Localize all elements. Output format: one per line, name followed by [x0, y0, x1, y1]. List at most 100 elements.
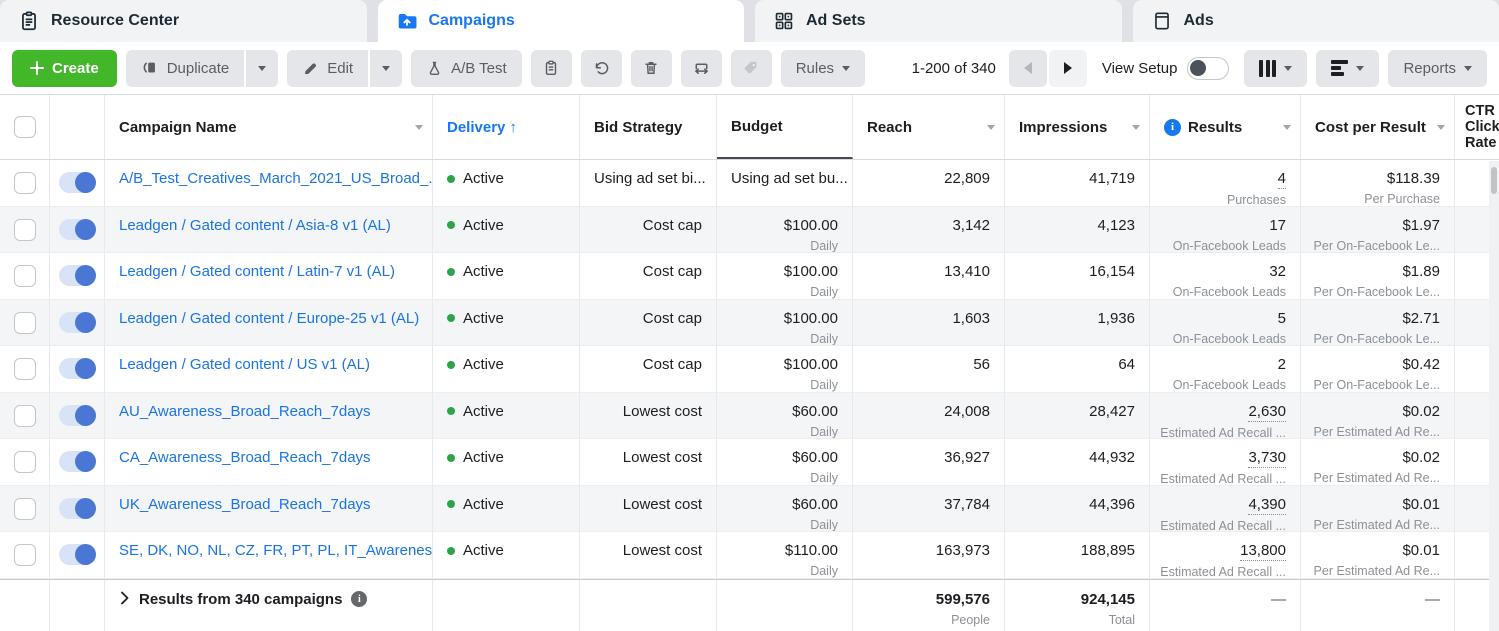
columns-icon — [1259, 59, 1277, 77]
campaign-active-toggle[interactable] — [58, 311, 96, 333]
chevron-down-icon — [1464, 65, 1472, 71]
header-ctr[interactable]: CTR Click Rate — [1465, 103, 1499, 151]
export-button[interactable] — [680, 49, 722, 87]
row-checkbox[interactable] — [13, 544, 36, 566]
toggle-knob — [1190, 59, 1207, 76]
row-checkbox[interactable] — [13, 172, 36, 194]
row-select-cell — [0, 485, 50, 531]
chevron-right-icon[interactable] — [119, 591, 130, 605]
row-checkbox[interactable] — [13, 497, 36, 520]
row-checkbox[interactable] — [13, 218, 36, 241]
row-select-cell — [0, 160, 50, 206]
budget-cell: $100.00 Daily — [717, 299, 853, 345]
header-bid-strategy[interactable]: Bid Strategy — [580, 95, 717, 159]
delete-button[interactable] — [630, 49, 672, 87]
campaign-name-link[interactable]: Leadgen / Gated content / Europe-25 v1 (… — [119, 309, 420, 327]
bid-strategy-cell: Lowest cost — [580, 392, 717, 438]
edit-button[interactable]: Edit — [287, 49, 369, 87]
info-icon[interactable]: i — [351, 591, 368, 607]
edit-dropdown-button[interactable] — [370, 49, 403, 87]
tab-ads[interactable]: Ads — [1132, 0, 1499, 42]
header-cost-per-result[interactable]: Cost per Result — [1301, 95, 1455, 159]
campaign-active-toggle[interactable] — [58, 497, 96, 519]
campaign-active-toggle[interactable] — [58, 172, 96, 193]
reports-button[interactable]: Reports — [1388, 49, 1487, 87]
rules-button[interactable]: Rules — [780, 49, 866, 87]
paste-icon — [542, 59, 560, 77]
campaign-active-toggle[interactable] — [58, 544, 96, 565]
ab-test-button[interactable]: A/B Test — [411, 49, 522, 87]
duplicate-dropdown-button[interactable] — [246, 49, 279, 87]
header-budget[interactable]: Budget — [717, 95, 853, 159]
results-value: 4 — [1277, 170, 1286, 189]
impressions-cell: 4,123 — [1005, 206, 1150, 252]
actions-toolbar: Create Duplicate Edit — [0, 42, 1499, 95]
bid-strategy-value: Cost cap — [642, 263, 702, 280]
header-reach[interactable]: Reach — [853, 95, 1005, 159]
reach-cell: 13,410 — [853, 253, 1005, 299]
budget-cell: $100.00 Daily — [717, 206, 853, 252]
breakdown-button[interactable] — [1316, 49, 1380, 87]
select-all-checkbox[interactable] — [13, 116, 36, 138]
campaign-name-link[interactable]: Leadgen / Gated content / US v1 (AL) — [119, 356, 370, 373]
scrollbar-thumb[interactable] — [1491, 167, 1497, 194]
header-delivery[interactable]: Delivery ↑ — [433, 95, 580, 159]
next-page-button[interactable] — [1048, 49, 1087, 87]
campaign-active-toggle[interactable] — [58, 451, 96, 472]
header-campaign-name[interactable]: Campaign Name — [105, 95, 433, 159]
delivery-status: Active — [463, 309, 504, 327]
row-checkbox[interactable] — [13, 358, 36, 380]
paste-button[interactable] — [530, 49, 572, 87]
previous-page-button[interactable] — [1008, 49, 1047, 87]
results-type: Estimated Ad Recall ... — [1160, 425, 1286, 439]
bid-strategy-cell: Lowest cost — [580, 532, 717, 578]
tab-campaigns[interactable]: Campaigns — [377, 0, 744, 42]
header-impressions[interactable]: Impressions — [1005, 95, 1150, 159]
info-icon[interactable]: i — [1164, 118, 1181, 136]
bid-strategy-value: Lowest cost — [622, 402, 702, 420]
delivery-status: Active — [463, 170, 504, 187]
tab-resource-center[interactable]: Resource Center — [0, 0, 367, 42]
campaign-active-toggle[interactable] — [58, 404, 96, 426]
campaign-name-link[interactable]: Leadgen / Gated content / Asia-8 v1 (AL) — [119, 216, 391, 234]
results-type: Estimated Ad Recall ... — [1160, 565, 1286, 578]
impressions-cell: 28,427 — [1005, 392, 1150, 438]
campaign-active-toggle[interactable] — [58, 358, 96, 379]
delivery-cell: Active — [433, 299, 580, 345]
campaign-name-link[interactable]: CA_Awareness_Broad_Reach_7days — [119, 449, 371, 466]
cost-value: $1.97 — [1402, 216, 1440, 234]
row-checkbox[interactable] — [13, 311, 36, 334]
campaign-name-link[interactable]: A/B_Test_Creatives_March_2021_US_Broad_.… — [119, 170, 433, 187]
campaign-active-toggle[interactable] — [58, 265, 96, 286]
cost-value: $0.01 — [1402, 542, 1440, 559]
undo-button[interactable] — [580, 49, 622, 87]
campaign-name-link[interactable]: AU_Awareness_Broad_Reach_7days — [119, 402, 371, 420]
footer-bid-cell — [580, 579, 717, 631]
duplicate-button[interactable]: Duplicate — [125, 49, 245, 87]
tag-button[interactable] — [730, 49, 772, 87]
cost-per-result-cell: $118.39 Per Purchase — [1301, 160, 1455, 206]
delivery-cell: Active — [433, 485, 580, 531]
campaign-name-link[interactable]: SE, DK, NO, NL, CZ, FR, PT, PL, IT_Aware… — [119, 542, 433, 559]
campaign-name-link[interactable]: Leadgen / Gated content / Latin-7 v1 (AL… — [119, 263, 396, 280]
row-checkbox[interactable] — [13, 404, 36, 427]
footer-budget-cell — [717, 579, 853, 631]
campaign-active-toggle[interactable] — [58, 218, 96, 240]
chevron-down-icon — [1283, 125, 1291, 130]
campaign-name-cell: AU_Awareness_Broad_Reach_7days — [105, 392, 433, 438]
campaign-name-link[interactable]: UK_Awareness_Broad_Reach_7days — [119, 495, 371, 513]
create-button[interactable]: Create — [12, 49, 117, 87]
reach-cell: 36,927 — [853, 439, 1005, 485]
results-cell: 2 On-Facebook Leads — [1150, 346, 1301, 392]
columns-button[interactable] — [1244, 49, 1308, 87]
delivery-status: Active — [463, 542, 504, 559]
cost-per-result-cell: $0.02 Per Estimated Ad Re... — [1301, 439, 1455, 485]
view-setup-toggle[interactable] — [1187, 56, 1230, 80]
cost-per-result-cell: $0.02 Per Estimated Ad Re... — [1301, 392, 1455, 438]
chevron-down-icon — [1437, 125, 1445, 130]
tab-ad-sets[interactable]: Ad Sets — [755, 0, 1122, 42]
row-checkbox[interactable] — [13, 265, 36, 287]
row-checkbox[interactable] — [13, 451, 36, 473]
budget-cell: Using ad set bu... — [717, 160, 853, 206]
header-results[interactable]: i Results — [1150, 95, 1301, 159]
